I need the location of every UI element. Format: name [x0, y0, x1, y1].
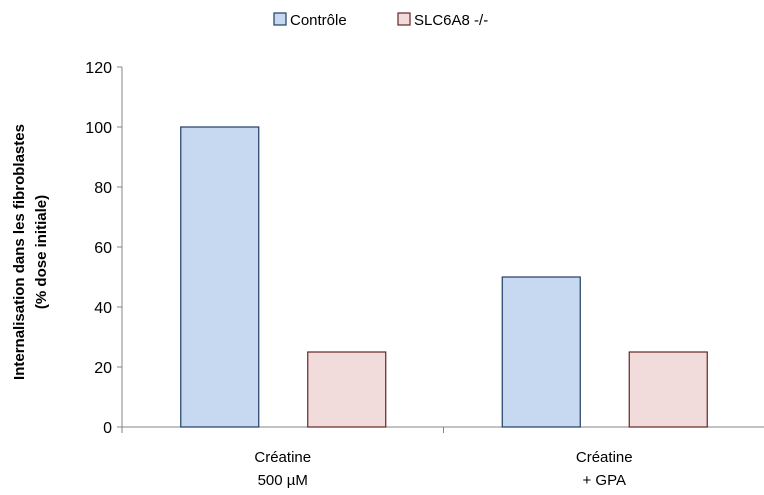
legend-swatch: [273, 12, 287, 26]
y-tick-label: 40: [94, 300, 112, 317]
legend-swatch: [397, 12, 411, 26]
legend-label: Contrôle: [290, 12, 347, 29]
category-labels: Créatine 500 µM Créatine + GPA: [254, 449, 632, 489]
y-axis-label: Internalisation dans les fibroblastes (% …: [11, 124, 50, 380]
x-category-label: Créatine: [576, 449, 633, 466]
y-tick-label: 120: [85, 60, 112, 77]
x-category-label: Créatine: [254, 449, 311, 466]
y-axis-label-line: (% dose initiale): [33, 195, 50, 309]
legend: Contrôle SLC6A8 -/-: [273, 12, 488, 29]
bar-slc6a8-0: [307, 351, 387, 428]
y-tick-label: 20: [94, 360, 112, 377]
y-axis-label-line: Internalisation dans les fibroblastes: [11, 124, 28, 380]
x-category-label: 500 µM: [258, 472, 308, 489]
y-tick-label: 80: [94, 180, 112, 197]
legend-label: SLC6A8 -/-: [414, 12, 488, 29]
bar-controle-1: [501, 276, 581, 428]
y-tick-label: 100: [85, 120, 112, 137]
x-category-label: + GPA: [583, 472, 627, 489]
y-tick-label: 60: [94, 240, 112, 257]
bars: [180, 126, 708, 428]
bar-slc6a8-1: [628, 351, 708, 428]
y-tick-label: 0: [103, 420, 112, 437]
bar-controle-0: [180, 126, 260, 428]
